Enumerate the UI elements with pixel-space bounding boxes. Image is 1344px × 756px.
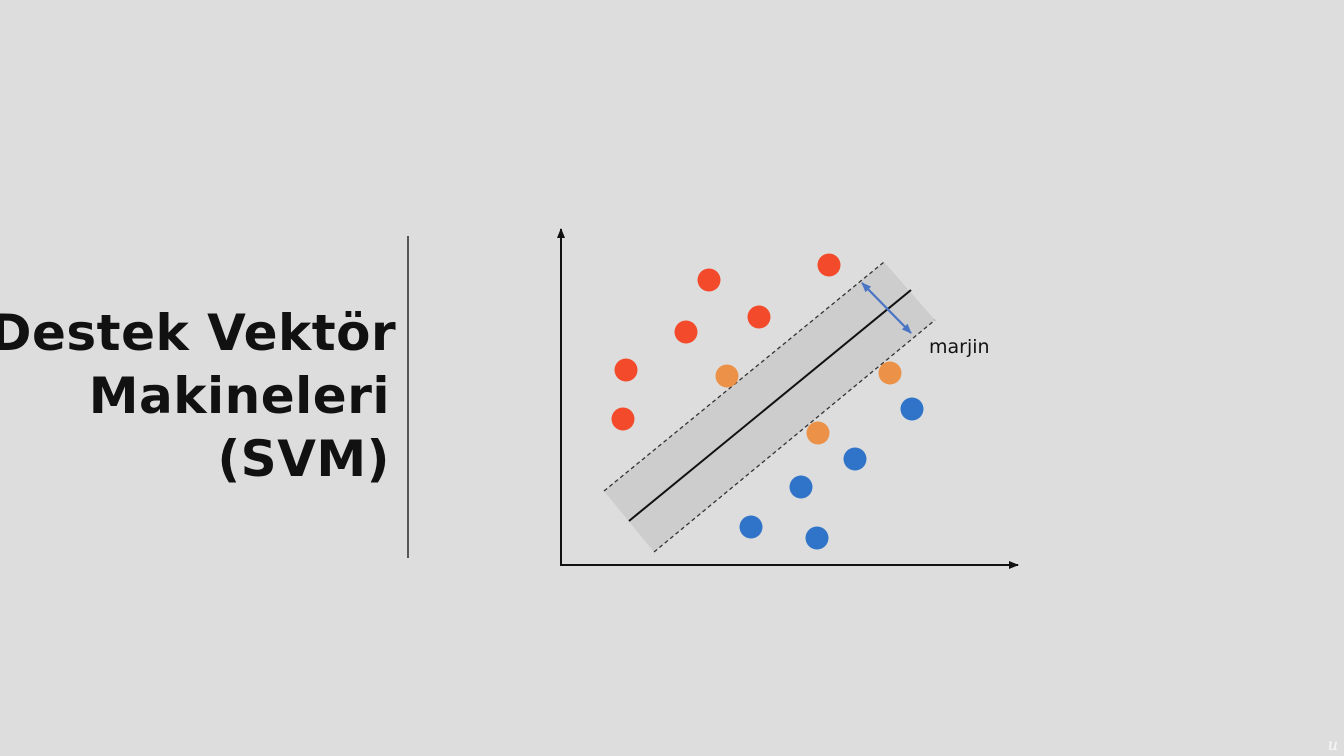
class-b-point: [805, 526, 829, 550]
title-line-3: (SVM): [217, 430, 390, 488]
class-b-point: [843, 447, 867, 471]
margin-label: marjin: [929, 336, 990, 358]
data-points: [611, 253, 924, 550]
class-a-point: [697, 268, 721, 292]
vertical-divider: [407, 236, 409, 558]
class-a-point: [747, 305, 771, 329]
class-a-point: [674, 320, 698, 344]
class-b-point: [789, 475, 813, 499]
support-vector-point: [806, 421, 830, 445]
support-vector-point: [878, 361, 902, 385]
class-a-point: [817, 253, 841, 277]
watermark-logo: u: [1327, 735, 1338, 754]
title-line-2: Makineleri: [88, 367, 390, 425]
margin-boundary-lower: [653, 319, 936, 553]
support-vector-point: [715, 364, 739, 388]
margin-boundary-upper: [603, 261, 885, 492]
class-a-point: [614, 358, 638, 382]
slide-title: Destek Vektör Makineleri (SVM): [0, 302, 397, 491]
class-a-point: [611, 407, 635, 431]
margin-arrow: [861, 282, 912, 334]
title-line-1: Destek Vektör: [0, 304, 397, 362]
class-b-point: [739, 515, 763, 539]
decision-boundary: [628, 289, 912, 522]
class-b-point: [900, 397, 924, 421]
